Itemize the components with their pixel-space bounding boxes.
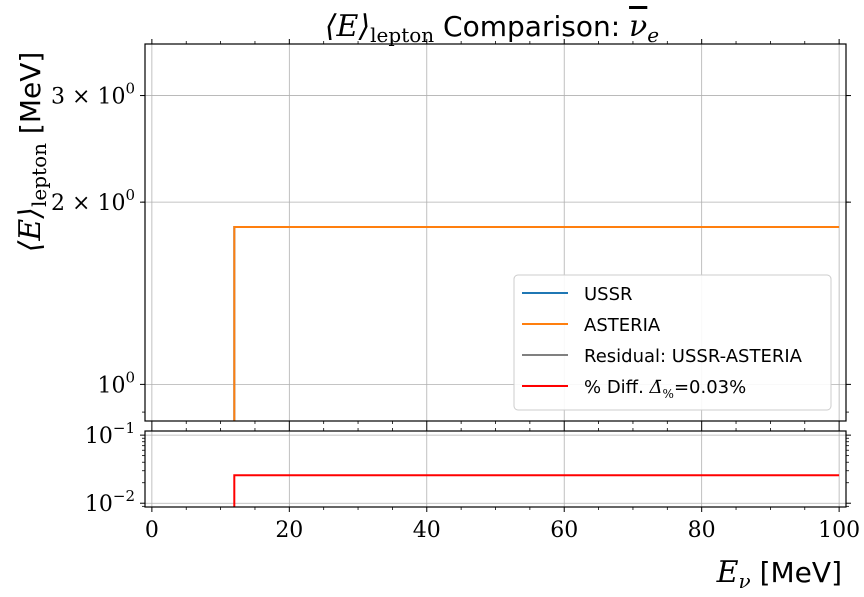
legend-label-residual: Residual: USSR-ASTERIA [584,346,803,367]
x-tick-label: 80 [688,518,716,543]
bottom-panel-series [233,474,840,507]
top-series-line-asteria [233,226,840,421]
legend-label-diff: % Diff. Δ̄%=0.03% [584,377,746,401]
y-tick-label: 10−1 [85,419,135,449]
x-tick-label: 40 [413,518,441,543]
top-panel-frame [144,43,847,422]
top-panel-series [233,226,840,421]
bottom-panel-frame [144,430,847,508]
legend-label-ussr: USSR [584,284,633,305]
y-tick-label: 3 × 100 [51,80,135,110]
x-tick-label: 60 [550,518,578,543]
bottom-panel-x-ticks: 0 20 40 60 80 100 [145,426,860,543]
y-tick-label: 10−2 [85,487,135,517]
chart-title: ⟨E⟩lepton Comparison: νe [325,9,659,47]
y-axis-label: ⟨E⟩lepton [MeV] [13,52,51,253]
top-panel-y-ticks: 3 × 100 2 × 100 100 [51,80,851,413]
x-tick-label: 20 [275,518,303,543]
legend: USSR ASTERIA Residual: USSR-ASTERIA % Di… [513,274,832,411]
y-tick-label: 2 × 100 [51,186,135,216]
x-tick-label: 100 [818,518,860,543]
bottom-panel-grid [145,431,846,507]
bot-series-line--diff- [233,474,840,507]
x-tick-label: 0 [145,518,159,543]
legend-label-asteria: ASTERIA [584,315,661,336]
x-axis-label: Eν [MeV] [716,555,842,593]
bottom-panel-y-ticks: 10−1 10−2 [85,419,851,517]
y-tick-label: 100 [97,368,135,398]
